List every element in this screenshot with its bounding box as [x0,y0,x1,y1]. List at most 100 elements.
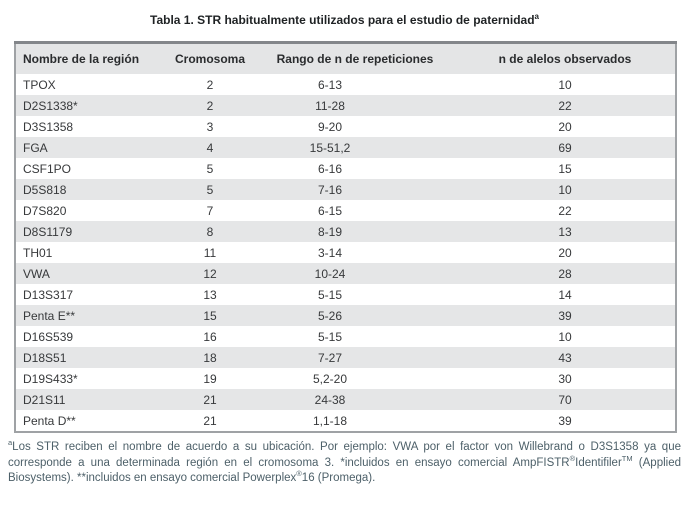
cell-observed-alleles: 43 [455,347,676,368]
footnote-text-4: 16 (Promega). [301,472,376,485]
table-row: TPOX 2 6-13 10 [15,74,676,95]
cell-chromosome: 2 [165,95,255,116]
table-header-row: Nombre de la región Cromosoma Rango de n… [15,42,676,74]
table-row: FGA 4 15-51,2 69 [15,137,676,158]
cell-observed-alleles: 28 [455,263,676,284]
table-figure: Tabla 1. STR habitualmente utilizados pa… [0,13,689,487]
cell-region-name: Penta D** [23,413,76,428]
cell-observed-alleles: 10 [558,329,572,344]
cell-chromosome: 11 [203,245,217,260]
table-row: D8S1179 8 8-19 13 [15,221,676,242]
table-title: Tabla 1. STR habitualmente utilizados pa… [10,13,679,28]
cell-observed-alleles: 10 [455,179,676,200]
table-row: D5S818 5 7-16 10 [15,179,676,200]
cell-region-name: TPOX [23,77,56,92]
cell-repeat-range: 24-38 [255,389,455,410]
cell-repeat-range: 5-15 [317,287,343,302]
registered-mark-icon: ® [569,453,576,463]
cell-region-name: D7S820 [23,203,67,218]
cell-chromosome: 2 [206,77,214,92]
cell-observed-alleles: 30 [558,371,572,386]
table-row: D18S51 18 7-27 43 [15,347,676,368]
cell-observed-alleles: 10 [558,77,572,92]
footnote-text-1: Los STR reciben el nombre de acuerdo a s… [8,441,681,469]
cell-chromosome: 7 [206,203,214,218]
table-row: CSF1PO 5 6-16 15 [15,158,676,179]
registered-mark-icon: ® [296,469,302,479]
cell-chromosome: 8 [165,221,255,242]
cell-region-name: FGA [15,137,165,158]
cell-repeat-range: 5-26 [255,305,455,326]
cell-observed-alleles: 39 [558,413,572,428]
trademark-mark-icon: TM [621,453,633,463]
cell-region-name: D19S433* [23,371,78,386]
cell-chromosome: 21 [203,413,217,428]
table-row: D13S317 13 5-15 14 [15,284,676,305]
cell-region-name: D16S539 [23,329,74,344]
column-header-observed-alleles: n de alelos observados [455,42,676,74]
column-header-region-name: Nombre de la región [15,42,165,74]
cell-region-name: Penta E** [15,305,165,326]
cell-chromosome: 16 [203,329,217,344]
cell-region-name: D3S1358 [23,119,74,134]
str-table: Nombre de la región Cromosoma Rango de n… [14,41,677,433]
cell-repeat-range: 6-13 [317,77,343,92]
footnote-text-3: (Applied Biosystems). **incluidos en ens… [8,456,682,485]
cell-repeat-range: 5-15 [317,329,343,344]
cell-repeat-range: 6-15 [317,203,343,218]
cell-observed-alleles: 14 [558,287,572,302]
table-row: D19S433* 19 5,2-20 30 [15,368,676,389]
cell-repeat-range: 15-51,2 [255,137,455,158]
cell-observed-alleles: 22 [558,203,572,218]
cell-repeat-range: 11-28 [255,95,455,116]
cell-chromosome: 3 [206,119,214,134]
cell-region-name: D5S818 [15,179,165,200]
cell-region-name: VWA [15,263,165,284]
cell-repeat-range: 8-19 [255,221,455,242]
table-row: Penta E** 15 5-26 39 [15,305,676,326]
cell-chromosome: 18 [165,347,255,368]
cell-region-name: D13S317 [23,287,74,302]
cell-repeat-range: 10-24 [255,263,455,284]
cell-chromosome: 12 [165,263,255,284]
cell-region-name: D18S51 [15,347,165,368]
footnote-superscript-a: a [8,438,13,448]
cell-chromosome: 19 [203,371,217,386]
cell-chromosome: 13 [203,287,217,302]
cell-repeat-range: 3-14 [317,245,343,260]
cell-observed-alleles: 20 [558,245,572,260]
footnote-text-2: Identifiler [575,456,622,469]
cell-repeat-range: 7-16 [255,179,455,200]
cell-chromosome: 5 [165,179,255,200]
cell-region-name: D21S11 [15,389,165,410]
cell-observed-alleles: 69 [455,137,676,158]
cell-chromosome: 15 [165,305,255,326]
table-row: D21S11 21 24-38 70 [15,389,676,410]
cell-observed-alleles: 13 [455,221,676,242]
cell-region-name: D2S1338* [15,95,165,116]
column-header-repeat-range: Rango de n de repeticiones [255,42,455,74]
cell-chromosome: 4 [165,137,255,158]
cell-repeat-range: 5,2-20 [312,371,348,386]
cell-repeat-range: 1,1-18 [312,413,348,428]
table-row: TH01 11 3-14 20 [15,242,676,263]
table-title-superscript: a [534,12,539,21]
table-body: TPOX 2 6-13 10 D2S1338* 2 11-28 22 D3S13… [15,74,676,432]
table-title-text: Tabla 1. STR habitualmente utilizados pa… [150,13,535,27]
cell-observed-alleles: 20 [558,119,572,134]
table-row: D7S820 7 6-15 22 [15,200,676,221]
cell-repeat-range: 7-27 [255,347,455,368]
cell-observed-alleles: 39 [455,305,676,326]
cell-observed-alleles: 22 [455,95,676,116]
cell-chromosome: 5 [206,161,214,176]
table-row: D3S1358 3 9-20 20 [15,116,676,137]
cell-chromosome: 21 [165,389,255,410]
table-row: D16S539 16 5-15 10 [15,326,676,347]
table-row: VWA 12 10-24 28 [15,263,676,284]
cell-repeat-range: 9-20 [317,119,343,134]
table-footnote: aLos STR reciben el nombre de acuerdo a … [8,438,682,487]
cell-observed-alleles: 70 [455,389,676,410]
cell-region-name: TH01 [23,245,53,260]
cell-region-name: D8S1179 [15,221,165,242]
cell-observed-alleles: 15 [558,161,572,176]
